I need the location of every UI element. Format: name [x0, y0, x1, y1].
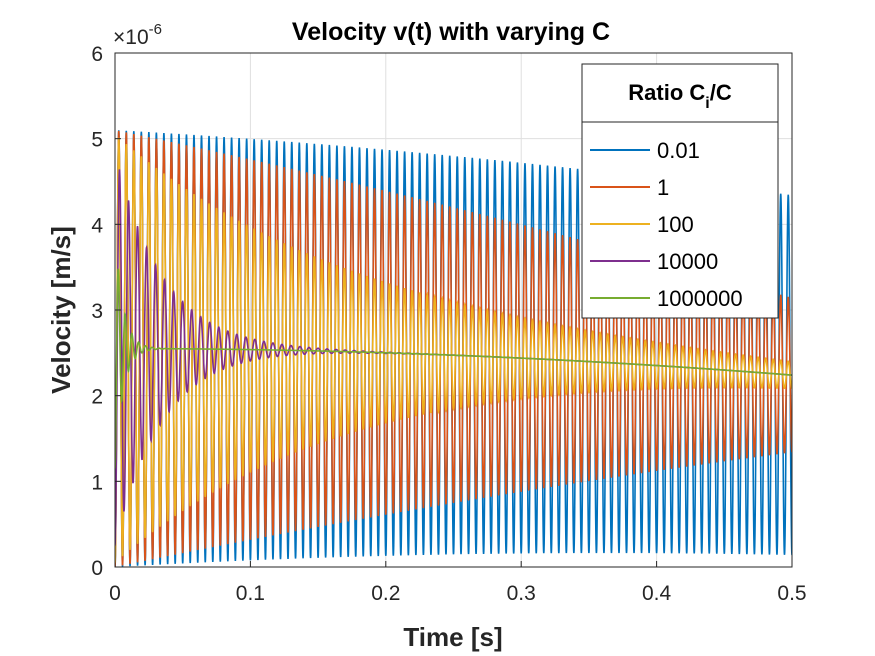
y-axis-multiplier: ×10-6: [113, 21, 162, 49]
x-tick-label: 0.3: [507, 582, 536, 605]
series-line-1000000: [115, 268, 792, 469]
chart-title: Velocity v(t) with varying C: [292, 18, 610, 46]
y-tick-label: 5: [91, 129, 103, 152]
y-axis-multiplier-exponent: -6: [149, 21, 162, 38]
x-tick-label: 0.1: [236, 582, 265, 605]
y-tick-label: 6: [91, 43, 103, 66]
legend-title-main: Ratio C: [628, 80, 705, 105]
legend-title-suffix: /C: [710, 80, 732, 105]
legend-label: 100: [657, 212, 694, 237]
legend-items: 0.01 1 100 10000 1000000: [590, 138, 743, 311]
y-tick-label: 1: [91, 471, 103, 494]
x-tick-label: 0.5: [777, 582, 806, 605]
series-layer: [115, 130, 792, 567]
legend-title-subscript: i: [705, 95, 709, 112]
x-tick-label: 0: [109, 582, 121, 605]
series-line-0.01: [115, 130, 792, 567]
legend-label: 1000000: [657, 286, 743, 311]
y-tick-label: 2: [91, 386, 103, 409]
legend-label: 1: [657, 175, 669, 200]
y-tick-label: 0: [91, 557, 103, 580]
y-tick-label: 3: [91, 300, 103, 323]
series-line-100: [115, 137, 792, 563]
y-tick-label: 4: [91, 214, 103, 237]
legend-box: [581, 63, 779, 319]
x-axis-label: Time [s]: [403, 622, 502, 652]
legend-label: 0.01: [657, 138, 700, 163]
legend: Ratio Ci/C 0.01 1 100 10000 1000000: [581, 63, 779, 319]
y-axis-label: Velocity [m/s]: [46, 226, 76, 394]
y-ticks: 0 1 2 3 4 5 6: [91, 43, 121, 580]
legend-title: Ratio Ci/C: [628, 80, 732, 112]
x-tick-label: 0.4: [642, 582, 672, 605]
legend-label: 10000: [657, 249, 718, 274]
x-ticks: 0 0.1 0.2 0.3 0.4 0.5: [109, 561, 807, 605]
x-tick-label: 0.2: [371, 582, 400, 605]
series-line-1: [115, 130, 792, 567]
y-axis-multiplier-base: ×10: [113, 26, 149, 49]
